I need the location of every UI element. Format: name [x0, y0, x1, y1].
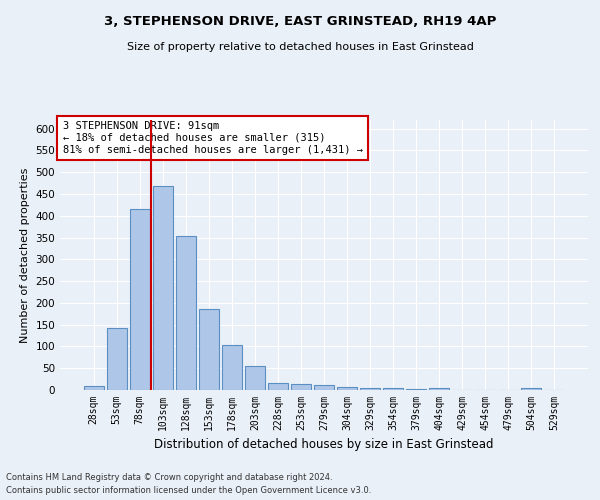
X-axis label: Distribution of detached houses by size in East Grinstead: Distribution of detached houses by size …	[154, 438, 494, 452]
Bar	[291, 384, 311, 390]
Bar	[84, 386, 104, 390]
Bar	[245, 366, 265, 390]
Text: Contains public sector information licensed under the Open Government Licence v3: Contains public sector information licen…	[6, 486, 371, 495]
Text: 3 STEPHENSON DRIVE: 91sqm
← 18% of detached houses are smaller (315)
81% of semi: 3 STEPHENSON DRIVE: 91sqm ← 18% of detac…	[62, 122, 362, 154]
Bar	[314, 385, 334, 390]
Bar	[107, 328, 127, 390]
Text: Contains HM Land Registry data © Crown copyright and database right 2024.: Contains HM Land Registry data © Crown c…	[6, 474, 332, 482]
Bar	[199, 310, 218, 390]
Bar	[337, 388, 357, 390]
Bar	[430, 388, 449, 390]
Bar	[222, 345, 242, 390]
Bar	[268, 383, 288, 390]
Text: 3, STEPHENSON DRIVE, EAST GRINSTEAD, RH19 4AP: 3, STEPHENSON DRIVE, EAST GRINSTEAD, RH1…	[104, 15, 496, 28]
Bar	[521, 388, 541, 390]
Text: Size of property relative to detached houses in East Grinstead: Size of property relative to detached ho…	[127, 42, 473, 52]
Bar	[130, 210, 149, 390]
Y-axis label: Number of detached properties: Number of detached properties	[20, 168, 30, 342]
Bar	[360, 388, 380, 390]
Bar	[406, 389, 426, 390]
Bar	[176, 236, 196, 390]
Bar	[153, 186, 173, 390]
Bar	[383, 388, 403, 390]
